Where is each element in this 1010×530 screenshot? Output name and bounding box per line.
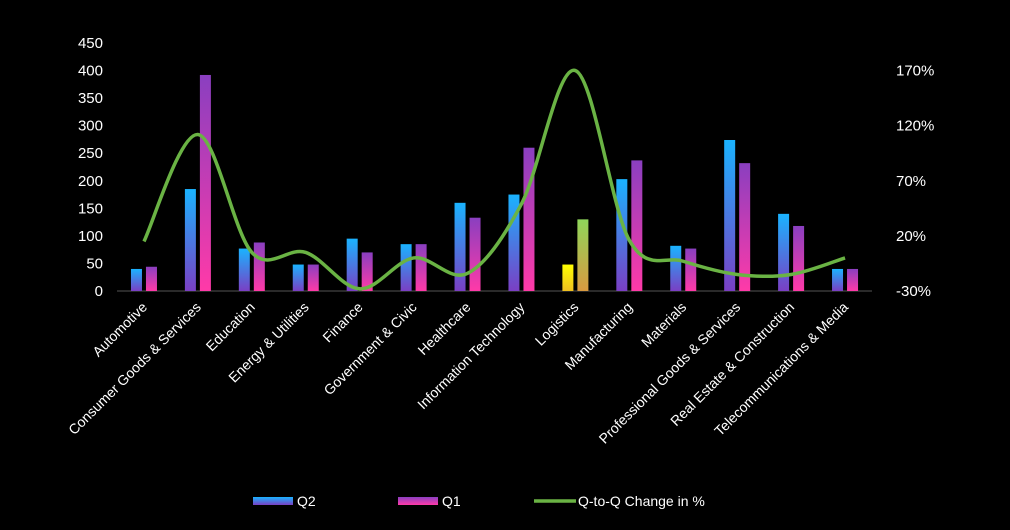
bar-q1 xyxy=(469,217,481,291)
bar-q1 xyxy=(253,242,265,291)
bar-q2 xyxy=(184,189,196,291)
right-tick-label: 20% xyxy=(896,228,926,245)
right-tick-label: 70% xyxy=(896,173,926,190)
right-tick-label: 120% xyxy=(896,118,934,135)
legend: Q2 Q1 Q-to-Q Change in % xyxy=(253,493,705,509)
bar-q2 xyxy=(346,238,358,291)
bar-q1 xyxy=(577,219,589,291)
left-tick-label: 50 xyxy=(86,255,103,272)
bar-q1 xyxy=(199,74,211,291)
left-axis-ticks: 0 50 100 150 200 250 300 350 400 450 xyxy=(78,35,103,300)
bar-q2 xyxy=(508,194,520,291)
category-label: Materials xyxy=(638,299,689,350)
bar-q1 xyxy=(361,252,373,291)
bar-q1 xyxy=(145,266,157,291)
legend-q1-swatch xyxy=(398,497,438,505)
category-label: Logistics xyxy=(532,299,582,349)
bar-q2 xyxy=(724,139,736,291)
line-q-to-q-change xyxy=(142,68,846,291)
bar-q2 xyxy=(292,264,304,291)
category-label: Education xyxy=(203,299,258,354)
legend-q2-label: Q2 xyxy=(297,493,316,509)
left-tick-label: 400 xyxy=(78,63,103,80)
line-layer xyxy=(142,68,846,291)
bar-q1 xyxy=(847,268,859,291)
left-tick-label: 450 xyxy=(78,35,103,52)
left-tick-label: 250 xyxy=(78,145,103,162)
bar-q2 xyxy=(238,248,250,291)
legend-q2-swatch xyxy=(253,497,293,505)
right-axis-ticks: -30% 20% 70% 120% 170% xyxy=(896,63,934,300)
bar-q2 xyxy=(130,268,142,291)
bar-q2 xyxy=(562,264,574,291)
bar-q2 xyxy=(400,244,412,291)
bar-q2 xyxy=(454,202,466,291)
bar-q1 xyxy=(793,225,805,291)
bar-q1 xyxy=(415,244,427,291)
bar-q1 xyxy=(307,264,319,291)
category-label: Finance xyxy=(319,299,366,346)
bar-q2 xyxy=(616,179,628,291)
category-label: Information Technology xyxy=(414,299,527,412)
left-tick-label: 100 xyxy=(78,228,103,245)
bar-q2 xyxy=(670,245,682,291)
left-tick-label: 200 xyxy=(78,173,103,190)
legend-q-to-q-label: Q-to-Q Change in % xyxy=(578,493,705,509)
bars-layer xyxy=(130,74,859,291)
left-tick-label: 300 xyxy=(78,118,103,135)
right-tick-label: 170% xyxy=(896,63,934,80)
left-tick-label: 0 xyxy=(95,283,103,300)
bar-q1 xyxy=(739,163,751,291)
left-tick-label: 150 xyxy=(78,200,103,217)
right-tick-label: -30% xyxy=(896,283,931,300)
bar-q2 xyxy=(778,213,790,291)
legend-q1-label: Q1 xyxy=(442,493,461,509)
category-label: Government & Civic xyxy=(320,299,419,398)
bar-q1 xyxy=(523,147,535,291)
left-tick-label: 350 xyxy=(78,90,103,107)
bar-q1 xyxy=(685,248,697,291)
bar-q2 xyxy=(832,268,844,291)
bar-q1 xyxy=(631,160,643,291)
